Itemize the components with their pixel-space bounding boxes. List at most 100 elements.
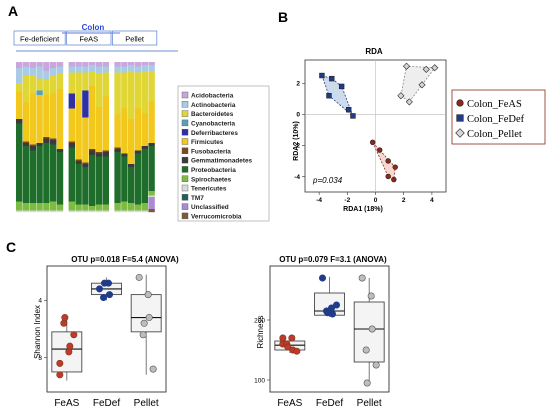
box-category-label: FeDef — [316, 398, 343, 409]
legend-entry: Unclassified — [191, 204, 229, 211]
legend-swatch — [181, 110, 189, 117]
bar-segment-bacteroidetes — [114, 72, 121, 115]
bar-segment-bacteroidetes — [68, 72, 75, 94]
box-point-pellet — [362, 346, 370, 354]
legend-swatch — [181, 175, 189, 182]
bar-segment-actinobacteria — [43, 71, 50, 81]
bar-segment-bacteroidetes — [102, 72, 109, 97]
legend-entry: Verrucomicrobia — [191, 214, 242, 221]
bar-segment-fusobacteria — [29, 144, 36, 147]
legend-entry: Firmicutes — [191, 139, 224, 146]
bar-segment-fusobacteria — [95, 152, 103, 154]
bar-segment-bacteroidetes — [50, 75, 57, 94]
rda-annotation: p=0.034 — [312, 176, 343, 185]
bar-segment-spirochaetes — [95, 204, 103, 211]
box-category-label: Pellet — [134, 398, 159, 409]
bar-segment-firmicutes — [82, 117, 89, 163]
bar-segment-spirochaetes — [68, 201, 75, 211]
bar-segment-acidobacteria — [148, 62, 155, 66]
bar-segment-tenericutes — [102, 210, 109, 213]
bar-segment-gemmatimonadetes — [114, 149, 121, 153]
bar-segment-tenericutes — [68, 210, 75, 213]
legend-entry: TM7 — [191, 195, 204, 202]
bar-segment-firmicutes — [22, 102, 30, 142]
legend-swatch — [181, 212, 189, 220]
box-point-fedef — [106, 291, 114, 299]
bar-segment-proteobacteria — [36, 146, 43, 204]
box-point-feas — [56, 371, 64, 379]
bar-segment-proteobacteria — [148, 146, 155, 192]
bar-segment-actinobacteria — [29, 68, 36, 76]
panel-label-c: C — [6, 239, 16, 255]
bar-segment-gemmatimonadetes — [141, 146, 148, 150]
box-point-pellet — [139, 331, 147, 339]
box-y-tick-label: 100 — [254, 377, 265, 384]
bar-segment-firmicutes — [43, 95, 50, 138]
bar-segment-firmicutes — [148, 101, 155, 144]
box-point-feas — [288, 334, 296, 342]
rda-point-colon_pellet — [397, 92, 405, 100]
group-label-box — [66, 30, 112, 46]
legend-entry: Proteobacteria — [191, 167, 236, 174]
bar-segment-proteobacteria — [43, 143, 50, 204]
legend-swatch — [181, 147, 189, 155]
bar-segment-proteobacteria — [95, 156, 103, 205]
bar-segment-spirochaetes — [22, 203, 30, 211]
legend-swatch — [181, 156, 189, 164]
box-point-pellet — [358, 274, 366, 282]
bar-segment-fusobacteria — [50, 138, 57, 141]
box-point-fedef — [318, 274, 326, 282]
bar-segment-gemmatimonadetes — [148, 143, 155, 147]
bar-segment-gemmatimonadetes — [36, 143, 43, 147]
legend-entry: Cyanobacteria — [191, 121, 235, 128]
bar-segment-gemmatimonadetes — [95, 153, 103, 157]
bar-segment-spirochaetes — [50, 201, 57, 211]
box-pellet — [353, 301, 385, 363]
rda-point-colon_feas — [392, 164, 398, 170]
bar-segment-acidobacteria — [68, 62, 75, 67]
legend-swatch — [181, 119, 189, 127]
bar-segment-proteobacteria — [75, 164, 82, 205]
group-label-box — [112, 30, 158, 46]
rda-point-colon_feas — [385, 158, 391, 164]
rda-x-tick-label: -4 — [316, 197, 322, 204]
box-point-pellet — [144, 291, 152, 299]
bar-segment-tenericutes — [36, 210, 43, 213]
bar-segment-tenericutes — [22, 210, 30, 213]
rda-point-colon_pellet — [418, 81, 426, 89]
bar-segment-actinobacteria — [50, 68, 57, 76]
bar-segment-acidobacteria — [102, 62, 109, 67]
box-category-label: FeAS — [54, 398, 79, 409]
bar-segment-firmicutes — [134, 108, 142, 151]
bar-segment-proteobacteria — [82, 167, 89, 205]
bar-segment-spirochaetes — [134, 204, 142, 211]
rda-point-colon_fedef — [329, 75, 335, 82]
rda-legend-entry: Colon_Pellet — [467, 129, 522, 140]
box-plots: OTU p=0.018 F=5.4 (ANOVA) OTU p=0.079 F=… — [33, 255, 390, 409]
bar-segment-bacteroidetes — [82, 72, 89, 91]
box-point-fedef — [100, 293, 108, 301]
rda-legend-entry: Colon_FeAS — [467, 99, 522, 110]
bar-segment-acidobacteria — [36, 62, 43, 67]
bar-segment-fusobacteria — [102, 150, 109, 153]
rda-legend-marker — [456, 99, 464, 107]
bar-segment-verrucomicrobia — [148, 209, 155, 213]
bar-segment-firmicutes — [68, 108, 75, 142]
rda-point-colon_pellet — [405, 98, 413, 106]
bar-segment-proteobacteria — [22, 146, 30, 204]
bar-segment-bacteroidetes — [121, 72, 128, 109]
bar-segment-proteobacteria — [121, 156, 128, 202]
bar-segment-gemmatimonadetes — [29, 146, 36, 151]
box-category-label: FeDef — [93, 398, 120, 409]
bar-segment-acidobacteria — [89, 62, 96, 66]
legend-swatch — [181, 101, 189, 108]
bar-segment-bacteroidetes — [128, 71, 135, 120]
bar-segment-spirochaetes — [114, 203, 121, 211]
bar-segment-bacteroidetes — [134, 72, 142, 109]
panel-label-a: A — [8, 3, 18, 19]
box-y-tick-label: 4 — [38, 298, 42, 305]
box-category-label: Pellet — [357, 398, 382, 409]
bar-segment-firmicutes — [89, 86, 96, 150]
bar-segment-proteobacteria — [16, 123, 23, 202]
rda-point-colon_fedef — [346, 106, 352, 113]
